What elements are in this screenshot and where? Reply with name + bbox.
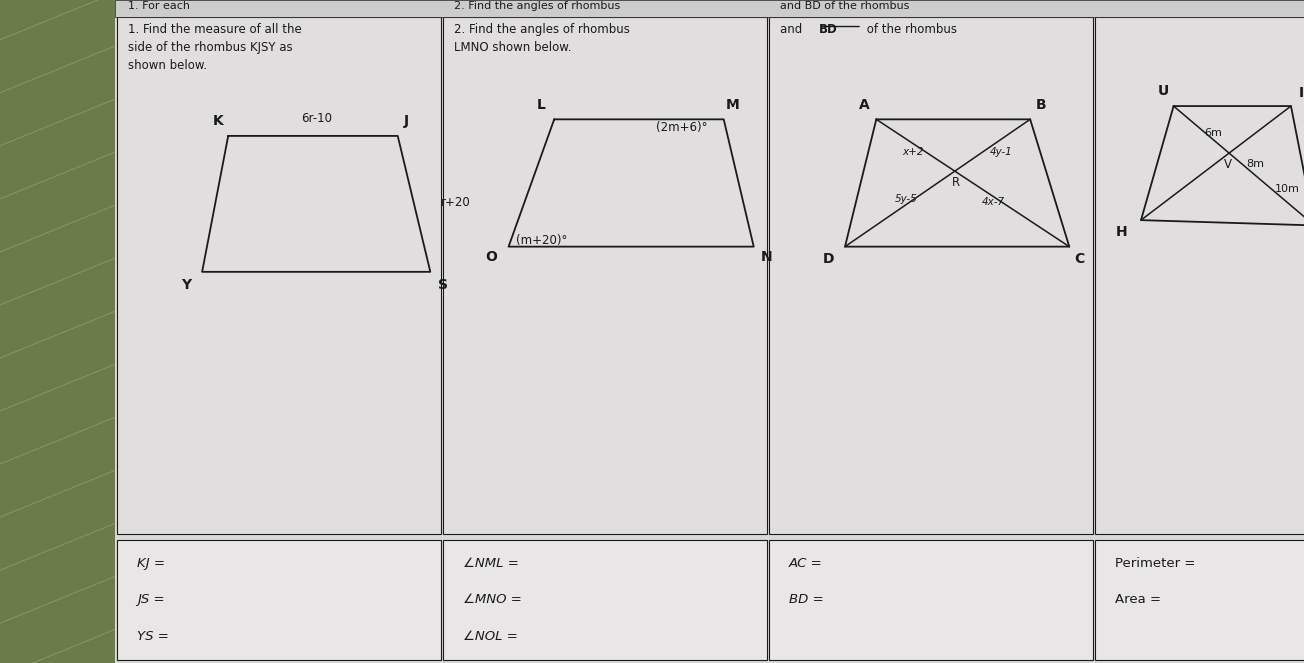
Text: U: U xyxy=(1158,84,1168,99)
Bar xyxy=(117,17,441,534)
Text: r+20: r+20 xyxy=(441,196,471,209)
Text: ∠NOL =: ∠NOL = xyxy=(463,630,518,643)
Text: and: and xyxy=(780,23,806,36)
Text: BD =: BD = xyxy=(789,593,824,607)
Text: N: N xyxy=(762,250,772,265)
Bar xyxy=(117,540,441,660)
Bar xyxy=(0,0,115,663)
Text: C: C xyxy=(1074,251,1085,266)
Text: B: B xyxy=(1035,97,1046,112)
Text: L: L xyxy=(537,97,545,112)
Text: 2. Find the angles of rhombus: 2. Find the angles of rhombus xyxy=(454,1,619,11)
Text: AC =: AC = xyxy=(789,557,823,570)
Text: Perimeter =: Perimeter = xyxy=(1115,557,1196,570)
Bar xyxy=(769,17,1093,534)
Text: 1. Find the measure of all the
side of the rhombus KJSY as
shown below.: 1. Find the measure of all the side of t… xyxy=(128,23,301,72)
Text: 1. For each: 1. For each xyxy=(128,1,190,11)
Text: H: H xyxy=(1116,225,1127,239)
Text: 4x-7: 4x-7 xyxy=(982,197,1005,208)
Text: ∠NML =: ∠NML = xyxy=(463,557,519,570)
Bar xyxy=(115,0,1304,17)
Text: 8m: 8m xyxy=(1247,159,1265,170)
Text: and BD of the rhombus: and BD of the rhombus xyxy=(780,1,909,11)
Text: 10m: 10m xyxy=(1275,184,1300,194)
Bar xyxy=(443,17,767,534)
Text: x+2: x+2 xyxy=(902,147,923,158)
Text: KJ =: KJ = xyxy=(137,557,164,570)
Text: (2m+6)°: (2m+6)° xyxy=(656,121,707,134)
Text: J: J xyxy=(404,113,409,128)
Text: 2. Find the angles of rhombus
LMNO shown below.: 2. Find the angles of rhombus LMNO shown… xyxy=(454,23,630,54)
Text: S: S xyxy=(438,278,449,292)
Text: A: A xyxy=(859,97,870,112)
Text: ∠MNO =: ∠MNO = xyxy=(463,593,522,607)
Text: of the rhombus: of the rhombus xyxy=(863,23,957,36)
Bar xyxy=(1095,540,1304,660)
Text: JS =: JS = xyxy=(137,593,164,607)
Text: YS =: YS = xyxy=(137,630,168,643)
Text: (m+20)°: (m+20)° xyxy=(516,233,567,247)
Text: BD: BD xyxy=(819,23,837,36)
Text: Area =: Area = xyxy=(1115,593,1161,607)
Text: I: I xyxy=(1299,86,1304,100)
Bar xyxy=(1095,17,1304,534)
Text: Y: Y xyxy=(181,278,192,292)
Text: 6m: 6m xyxy=(1204,127,1222,138)
Text: M: M xyxy=(726,97,739,112)
Text: O: O xyxy=(485,250,498,265)
Text: 5y-5: 5y-5 xyxy=(895,194,918,204)
Bar xyxy=(443,540,767,660)
Text: R: R xyxy=(952,176,960,190)
Text: D: D xyxy=(823,251,833,266)
Text: 4y-1: 4y-1 xyxy=(990,147,1013,158)
Text: 6r-10: 6r-10 xyxy=(301,111,333,125)
Bar xyxy=(769,540,1093,660)
Text: K: K xyxy=(213,113,223,128)
Text: V: V xyxy=(1224,158,1232,171)
